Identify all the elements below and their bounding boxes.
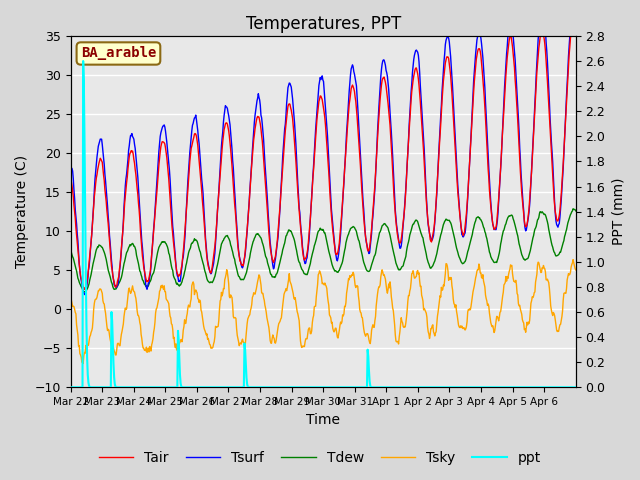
ppt: [572, 384, 580, 390]
Tdew: [244, 261, 252, 266]
Legend: Tair, Tsurf, Tdew, Tsky, ppt: Tair, Tsurf, Tdew, Tsky, ppt: [93, 445, 547, 471]
Tdew: [569, 206, 577, 212]
Tdew: [127, 243, 134, 249]
Tdew: [404, 241, 412, 247]
Tdew: [81, 289, 88, 295]
Tair: [264, 211, 271, 217]
Tsurf: [376, 95, 383, 100]
Tsky: [569, 257, 577, 263]
ppt: [244, 384, 252, 390]
Tsurf: [264, 199, 271, 205]
Tsky: [79, 360, 87, 366]
Tsky: [67, 299, 74, 305]
X-axis label: Time: Time: [306, 413, 340, 427]
Tair: [244, 210, 252, 216]
Tair: [572, 28, 580, 34]
Tsurf: [67, 168, 74, 173]
Tair: [220, 133, 227, 139]
ppt: [404, 384, 412, 390]
Title: Temperatures, PPT: Temperatures, PPT: [246, 15, 401, 33]
Tsky: [264, 318, 271, 324]
Line: ppt: ppt: [70, 61, 576, 387]
Tair: [81, 287, 88, 292]
Tdew: [376, 230, 383, 236]
Tair: [404, 150, 412, 156]
Y-axis label: Temperature (C): Temperature (C): [15, 155, 29, 268]
ppt: [264, 384, 271, 390]
Tdew: [67, 249, 74, 255]
Tsky: [376, 284, 383, 290]
Line: Tair: Tair: [70, 25, 576, 289]
Tsurf: [404, 151, 412, 157]
Tsky: [572, 267, 580, 273]
Line: Tdew: Tdew: [70, 209, 576, 292]
Tsurf: [572, 8, 580, 13]
Tdew: [572, 208, 580, 214]
Tair: [376, 105, 383, 111]
Tsurf: [570, 1, 577, 7]
Y-axis label: PPT (mm): PPT (mm): [611, 178, 625, 245]
Tsurf: [220, 120, 227, 125]
Line: Tsurf: Tsurf: [70, 4, 576, 295]
Tdew: [220, 238, 227, 243]
Tsky: [404, 299, 412, 304]
ppt: [79, 58, 87, 64]
Tsky: [244, 314, 252, 320]
Line: Tsky: Tsky: [70, 260, 576, 363]
Tsurf: [244, 209, 252, 215]
Tair: [127, 150, 134, 156]
ppt: [376, 384, 383, 390]
ppt: [127, 384, 134, 390]
ppt: [67, 384, 74, 390]
Tsurf: [81, 292, 88, 298]
Tsky: [127, 290, 134, 296]
Tsky: [220, 286, 227, 291]
ppt: [220, 384, 227, 390]
Tair: [568, 23, 576, 28]
Tsurf: [127, 132, 134, 138]
Tair: [67, 177, 74, 182]
Tdew: [264, 260, 271, 265]
Text: BA_arable: BA_arable: [81, 47, 156, 60]
